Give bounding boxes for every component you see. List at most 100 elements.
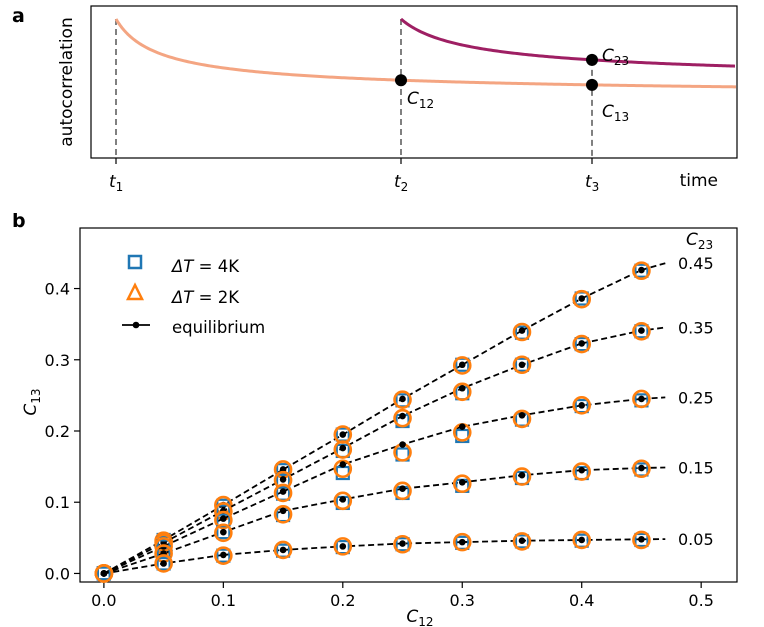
- equilibrium-dot: [399, 441, 406, 448]
- point-c13: [586, 78, 598, 91]
- circle-marker-2k: [333, 537, 353, 556]
- legend-label-4k-var: ΔT: [170, 257, 195, 276]
- equilibrium-dot: [160, 560, 167, 567]
- square-marker-4k: [216, 548, 231, 563]
- tick-label-t2: t2: [394, 172, 408, 194]
- equilibrium-dot: [518, 537, 526, 544]
- equilibrium-dot: [399, 540, 406, 547]
- legend-label-equilibrium: equilibrium: [172, 318, 265, 337]
- right-label-main: C: [686, 230, 698, 250]
- series-c23-0.15: 0.15: [94, 459, 714, 583]
- equilibrium-dot: [638, 535, 645, 543]
- curve-from-t1: [114, 18, 737, 89]
- panel-a-xlabel: time: [680, 171, 718, 191]
- panel-b: b 0.0 0.1 0.2 0.3 0.4 0.5 0.00.10.20.30.4 C12…: [12, 210, 738, 627]
- equilibrium-dot: [458, 538, 466, 546]
- square-marker-4k: [96, 566, 111, 581]
- circle-marker-2k: [512, 355, 532, 375]
- point-label-c23-sub: 23: [614, 54, 629, 68]
- equilibrium-dot: [399, 485, 406, 492]
- panel-b-y-ticks: 0.0 0.1 0.2 0.3 0.4: [45, 280, 80, 583]
- circle-marker-2k: [393, 408, 412, 428]
- x-tick-label: 0.2: [330, 591, 355, 610]
- circle-marker-2k: [393, 534, 412, 554]
- c23-value-label: 0.25: [678, 388, 714, 407]
- circle-marker-2k: [333, 459, 353, 479]
- equilibrium-dot: [279, 476, 287, 483]
- panel-b-xlabel: C12: [406, 607, 433, 627]
- tick-label-t1-sub: 1: [116, 180, 124, 194]
- circle-marker-2k: [452, 382, 472, 402]
- equilibrium-dot: [279, 507, 287, 515]
- equilibrium-dot: [638, 327, 645, 334]
- xlabel-sub: 12: [418, 615, 433, 627]
- point-c23: [586, 53, 598, 66]
- square-marker-4k: [634, 324, 649, 339]
- x-tick-label: 0.5: [688, 591, 713, 610]
- legend-dot-icon: [132, 321, 140, 329]
- equilibrium-dot: [518, 361, 526, 369]
- panel-b-letter: b: [12, 210, 26, 232]
- equilibrium-dot: [339, 543, 347, 550]
- circle-marker-2k: [214, 510, 233, 530]
- point-label-c13-sub: 13: [614, 110, 629, 124]
- c23-value-label: 0.05: [678, 530, 714, 549]
- series-c23-0.05: 0.05: [94, 530, 714, 583]
- panel-b-x-ticks: 0.0 0.1 0.2 0.3 0.4 0.5: [91, 582, 714, 610]
- y-tick-label: 0.2: [45, 422, 70, 441]
- panel-b-ylabel: C13: [21, 388, 43, 415]
- equilibrium-line: [103, 466, 666, 575]
- xlabel-main: C: [406, 607, 418, 627]
- ylabel-sub: 13: [29, 388, 43, 403]
- square-marker-4k: [395, 537, 410, 552]
- circle-marker-2k: [632, 261, 651, 281]
- point-label-c23: C23: [602, 46, 629, 68]
- circle-marker-2k: [154, 554, 173, 573]
- equilibrium-dot: [638, 464, 645, 472]
- circle-marker-2k: [273, 483, 293, 503]
- circle-marker-2k: [632, 530, 651, 550]
- equilibrium-line: [103, 262, 666, 575]
- equilibrium-dot: [399, 412, 406, 420]
- c23-value-label: 0.35: [678, 318, 714, 337]
- circle-marker-2k: [452, 532, 472, 552]
- circle-marker-2k: [512, 532, 532, 551]
- point-label-c23-main: C: [602, 46, 614, 66]
- legend-label-2k-rest: = 2K: [193, 288, 240, 307]
- tick-label-t3-main: t: [585, 172, 593, 192]
- legend-label-2k: ΔT = 2K: [170, 288, 240, 307]
- circle-marker-2k: [572, 334, 592, 354]
- circle-marker-2k: [94, 564, 114, 583]
- circle-marker-2k: [572, 396, 592, 415]
- equilibrium-dot: [279, 488, 287, 495]
- equilibrium-dot: [518, 471, 526, 479]
- equilibrium-dot: [518, 327, 526, 334]
- panel-b-series: 0.45 0.35 0.25 0.15 0.05: [94, 254, 714, 583]
- equilibrium-dot: [638, 395, 645, 403]
- legend-label-2k-var: ΔT: [170, 288, 195, 307]
- circle-marker-2k: [512, 322, 532, 342]
- equilibrium-dot: [578, 295, 586, 302]
- tick-label-t2-main: t: [394, 172, 402, 192]
- point-label-c12-sub: 12: [419, 97, 434, 111]
- equilibrium-dot: [339, 461, 347, 468]
- circle-marker-2k: [214, 546, 233, 565]
- point-label-c12: C12: [407, 89, 434, 111]
- circle-marker-2k: [512, 409, 532, 429]
- circle-marker-2k: [393, 481, 412, 501]
- x-tick-label: 0.3: [450, 591, 475, 610]
- curve-from-t2: [400, 17, 736, 68]
- x-tick-label: 0.1: [211, 591, 236, 610]
- equilibrium-dot: [578, 466, 586, 474]
- panel-a-points: C12 C 13 C23: [395, 46, 629, 124]
- square-marker-4k: [634, 532, 649, 548]
- circle-marker-2k: [393, 390, 412, 409]
- circle-marker-2k: [572, 462, 592, 481]
- right-label-sub: 23: [698, 238, 713, 252]
- equilibrium-dot: [339, 496, 347, 503]
- point-c12: [395, 74, 407, 87]
- c23-value-label: 0.15: [678, 459, 714, 478]
- circle-marker-2k: [273, 540, 293, 560]
- equilibrium-dot: [638, 266, 645, 274]
